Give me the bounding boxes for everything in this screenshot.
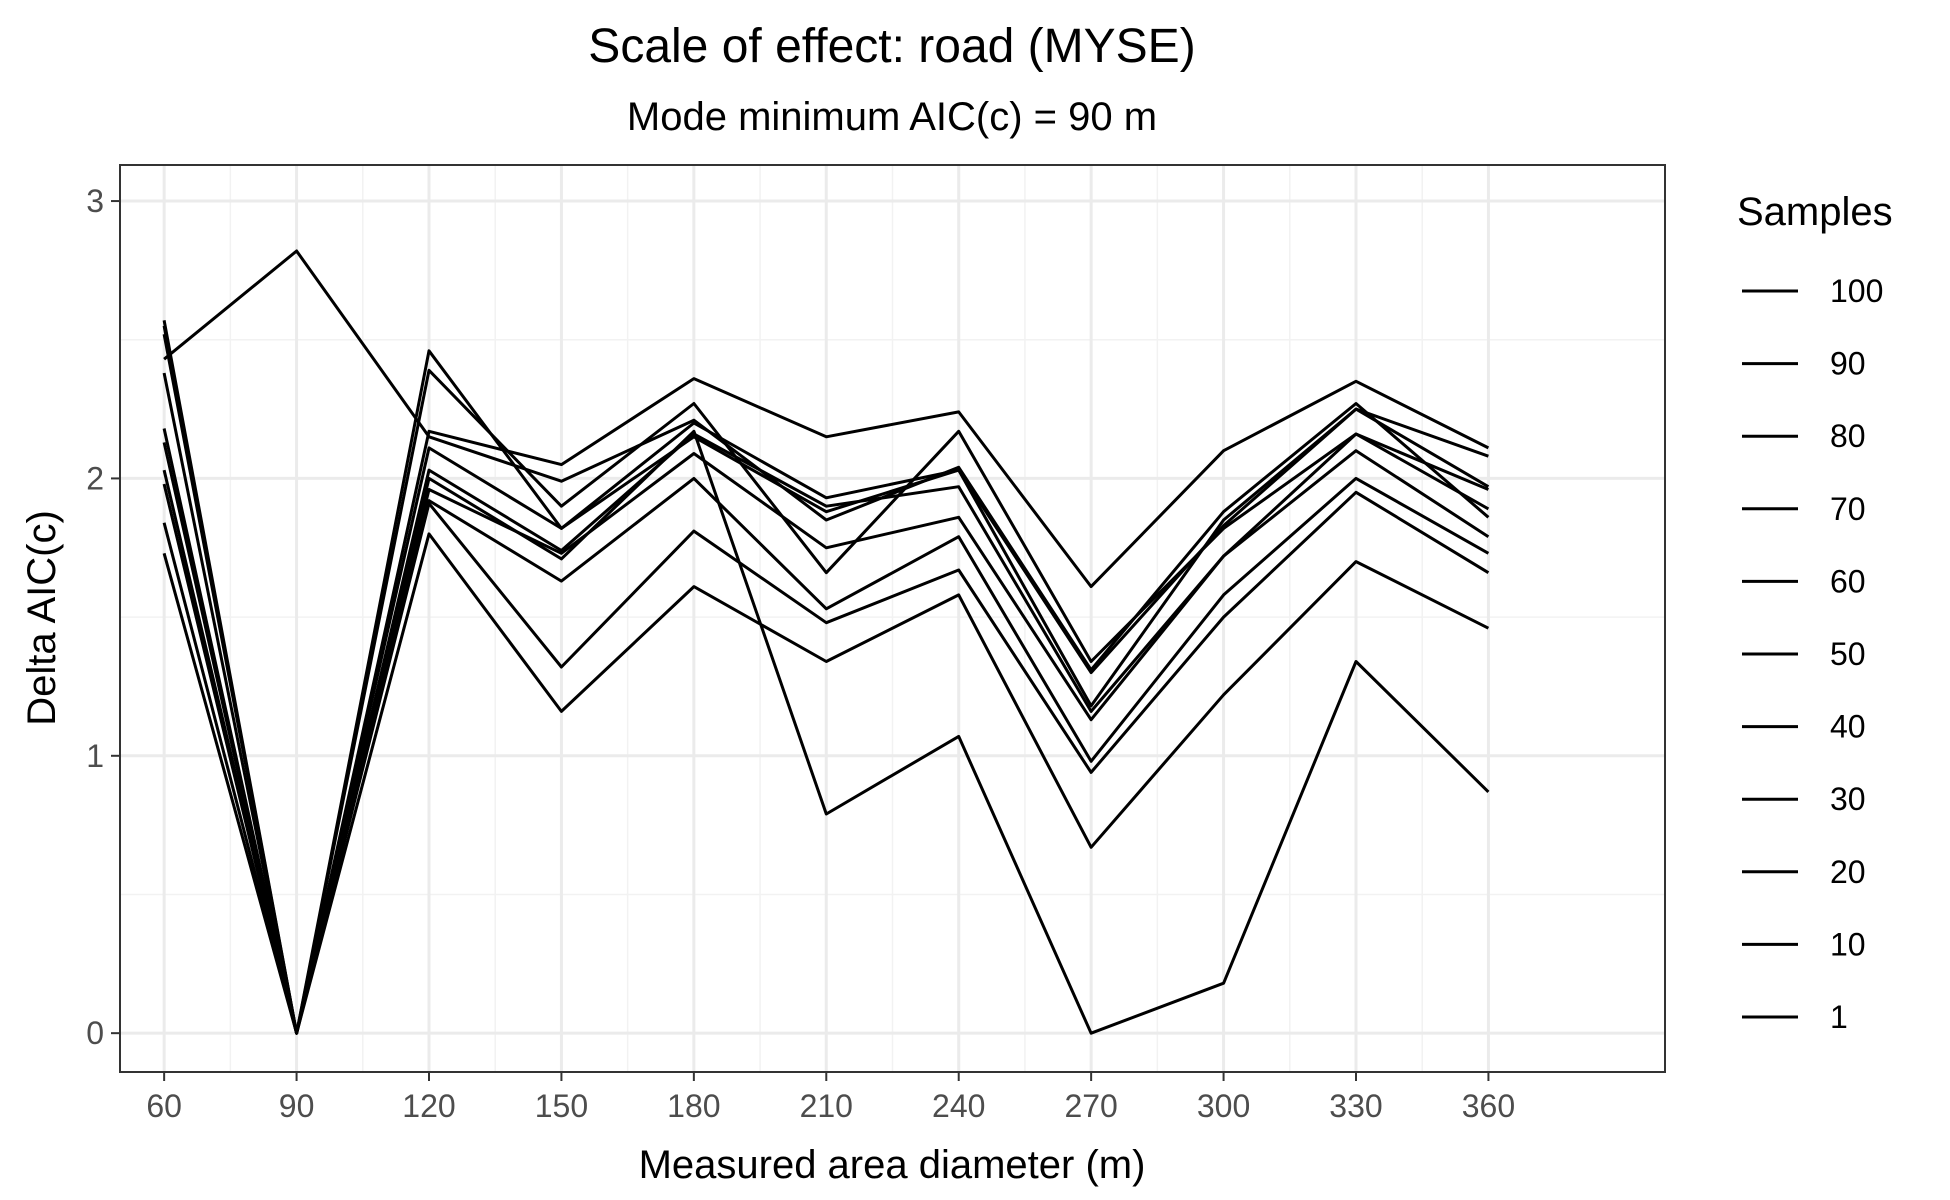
x-tick-label: 90 [279,1088,315,1124]
series-line-5 [162,372,1489,1035]
y-tick-label: 1 [86,738,104,774]
legend-label: 10 [1830,926,1866,962]
series-line-11 [162,532,1490,1035]
series-line-2 [162,320,1490,1035]
legend-label: 70 [1830,491,1866,527]
legend-label: 40 [1830,709,1866,745]
x-tick-label: 180 [667,1088,720,1124]
x-tick-label: 330 [1329,1088,1382,1124]
x-tick-label: 150 [535,1088,588,1124]
series-line-10 [162,490,1490,1035]
legend-label: 100 [1830,273,1883,309]
x-tick-label: 60 [146,1088,182,1124]
y-tick-label: 3 [86,183,104,219]
x-tick-label: 360 [1462,1088,1515,1124]
x-tick-label: 210 [800,1088,853,1124]
x-tick-label: 300 [1197,1088,1250,1124]
y-axis-title: Delta AIC(c) [20,510,64,726]
y-tick-label: 2 [86,460,104,496]
y-axis-ticks: 0 1 2 3 [86,183,120,1051]
y-tick-label: 0 [86,1015,104,1051]
legend-entries: 100 90 80 70 60 50 40 30 20 10 1 [1742,273,1883,1035]
legend-title: Samples [1737,190,1893,234]
chart-title: Scale of effect: road (MYSE) [588,20,1195,73]
plot-panel [119,164,1666,1073]
series-line-7 [162,429,1490,1035]
legend-label: 90 [1830,346,1866,382]
x-tick-label: 270 [1064,1088,1117,1124]
legend: Samples 100 90 80 70 60 50 40 30 20 10 1 [1737,190,1893,1035]
series-line-3 [162,325,1489,1035]
legend-label: 1 [1830,999,1848,1035]
x-tick-label: 120 [402,1088,455,1124]
legend-label: 30 [1830,781,1866,817]
x-axis-ticks: 60 90 120 150 180 210 240 270 300 330 360 [146,1072,1515,1124]
legend-label: 60 [1830,563,1866,599]
series-line-1 [163,249,1490,672]
legend-label: 50 [1830,636,1866,672]
series-lines [162,249,1490,1035]
plot-border [119,164,1666,1073]
series-line-4 [162,333,1490,1035]
series-line-8 [162,449,1490,1035]
legend-label: 20 [1830,854,1866,890]
chart-subtitle: Mode minimum AIC(c) = 90 m [627,95,1157,139]
x-tick-label: 240 [932,1088,985,1124]
x-axis-title: Measured area diameter (m) [639,1143,1146,1187]
legend-label: 80 [1830,418,1866,454]
